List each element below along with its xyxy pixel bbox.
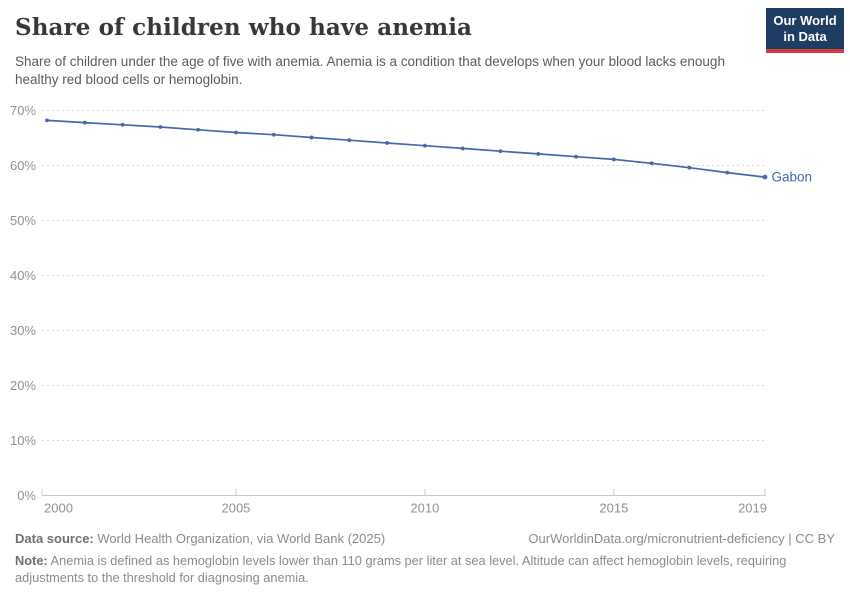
owid-logo[interactable]: Our World in Data [766, 8, 844, 53]
chart-note-label: Note: [15, 553, 48, 568]
chart-note-text: Anemia is defined as hemoglobin levels l… [15, 553, 787, 585]
license-link[interactable]: OurWorldinData.org/micronutrient-deficie… [528, 531, 835, 546]
data-point[interactable] [536, 152, 541, 156]
y-axis-tick-label: 0% [17, 488, 36, 503]
data-point[interactable] [45, 118, 49, 123]
series-label[interactable]: Gabon [772, 170, 813, 185]
owid-logo-line2: in Data [783, 29, 827, 44]
y-axis-tick-label: 40% [10, 268, 36, 283]
data-point[interactable] [158, 125, 163, 129]
data-point[interactable] [687, 165, 692, 170]
x-axis-tick-label: 2005 [221, 501, 250, 516]
y-axis-tick-label: 10% [10, 433, 36, 448]
data-point[interactable] [460, 146, 465, 151]
data-point[interactable] [385, 141, 390, 145]
y-axis-tick-label: 60% [10, 158, 36, 173]
page-title: Share of children who have anemia [15, 14, 473, 41]
data-point[interactable] [271, 132, 276, 137]
x-axis-tick-label: 2010 [410, 501, 439, 516]
data-point[interactable] [234, 130, 238, 135]
data-point[interactable] [309, 135, 314, 140]
chart-svg[interactable]: 0% 10% 20% 30% 40% 50% 60% 70% 2000 2005 2010 2015 2… [0, 100, 850, 525]
data-line[interactable] [46, 119, 766, 178]
data-point[interactable] [498, 149, 503, 154]
x-axis-tick-label: 2015 [599, 501, 628, 516]
chart-subtitle: Share of children under the age of five … [15, 54, 725, 87]
chart-footer: Data source: World Health Organization, … [15, 531, 835, 586]
chart-note: Note: Anemia is defined as hemoglobin le… [15, 552, 835, 586]
data-point[interactable] [120, 122, 125, 127]
data-point[interactable] [196, 127, 201, 132]
x-axis-tick-label: 2019 [738, 501, 767, 516]
data-source-text: World Health Organization, via World Ban… [93, 531, 386, 546]
data-point[interactable] [762, 174, 768, 180]
data-point[interactable] [82, 120, 87, 125]
data-source: Data source: World Health Organization, … [15, 531, 385, 546]
data-source-label: Data source: [15, 531, 94, 546]
x-axis-tick-label: 2000 [44, 501, 73, 516]
data-point[interactable] [725, 170, 730, 175]
y-axis-tick-label: 50% [10, 213, 36, 228]
data-point[interactable] [611, 157, 616, 162]
data-point[interactable] [422, 143, 427, 148]
y-axis-tick-label: 70% [10, 103, 36, 118]
data-point[interactable] [649, 161, 654, 166]
owid-logo-line1: Our World [773, 13, 837, 28]
y-axis-tick-label: 20% [10, 378, 36, 393]
y-axis-tick-label: 30% [10, 323, 36, 338]
data-point[interactable] [574, 154, 578, 159]
data-point[interactable] [347, 138, 352, 143]
